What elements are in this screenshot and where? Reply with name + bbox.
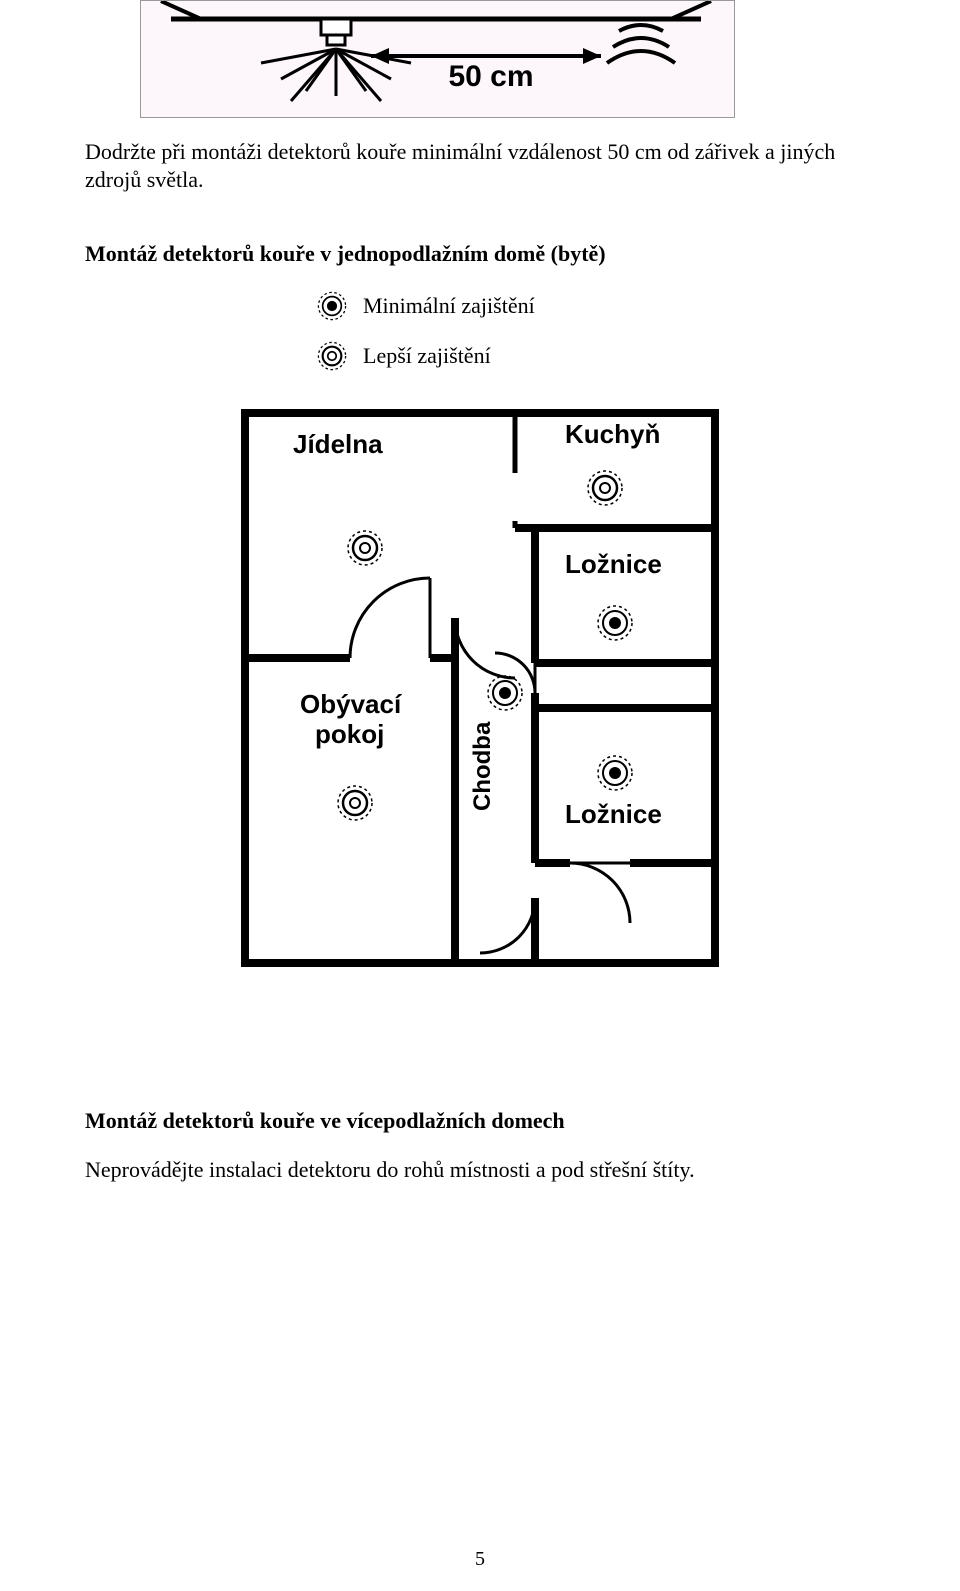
room-label-obyvaci-2: pokoj xyxy=(315,719,384,749)
detector-open-icon xyxy=(315,339,349,373)
room-label-kuchyn: Kuchyň xyxy=(565,419,660,449)
legend-minimal-label: Minimální zajištění xyxy=(363,293,535,319)
room-label-loznice2: Ložnice xyxy=(565,799,662,829)
legend-better: Lepší zajištění xyxy=(315,339,875,373)
heading-multi-storey: Montáž detektorů kouře ve vícepodlažních… xyxy=(85,1108,875,1134)
legend-better-label: Lepší zajištění xyxy=(363,343,491,369)
heading-single-storey: Montáž detektorů kouře v jednopodlažním … xyxy=(85,241,875,267)
distance-label: 50 cm xyxy=(448,60,533,93)
page-number: 5 xyxy=(0,1548,960,1571)
room-label-loznice1: Ložnice xyxy=(565,549,662,579)
paragraph-distance-note: Dodržte při montáži detektorů kouře mini… xyxy=(85,138,875,193)
paragraph-corners-note: Neprovádějte instalaci detektoru do rohů… xyxy=(85,1156,875,1184)
room-label-chodba: Chodba xyxy=(469,721,496,811)
legend: Minimální zajištění Lepší zajištění xyxy=(315,289,875,373)
detector-filled-icon xyxy=(315,289,349,323)
floorplan: Jídelna Kuchyň Ložnice Obývací pokoj Cho… xyxy=(235,403,725,978)
room-label-jidelna: Jídelna xyxy=(293,429,383,459)
legend-minimal: Minimální zajištění xyxy=(315,289,875,323)
ceiling-distance-diagram: 50 cm xyxy=(140,0,735,118)
room-label-obyvaci-1: Obývací xyxy=(300,689,402,719)
